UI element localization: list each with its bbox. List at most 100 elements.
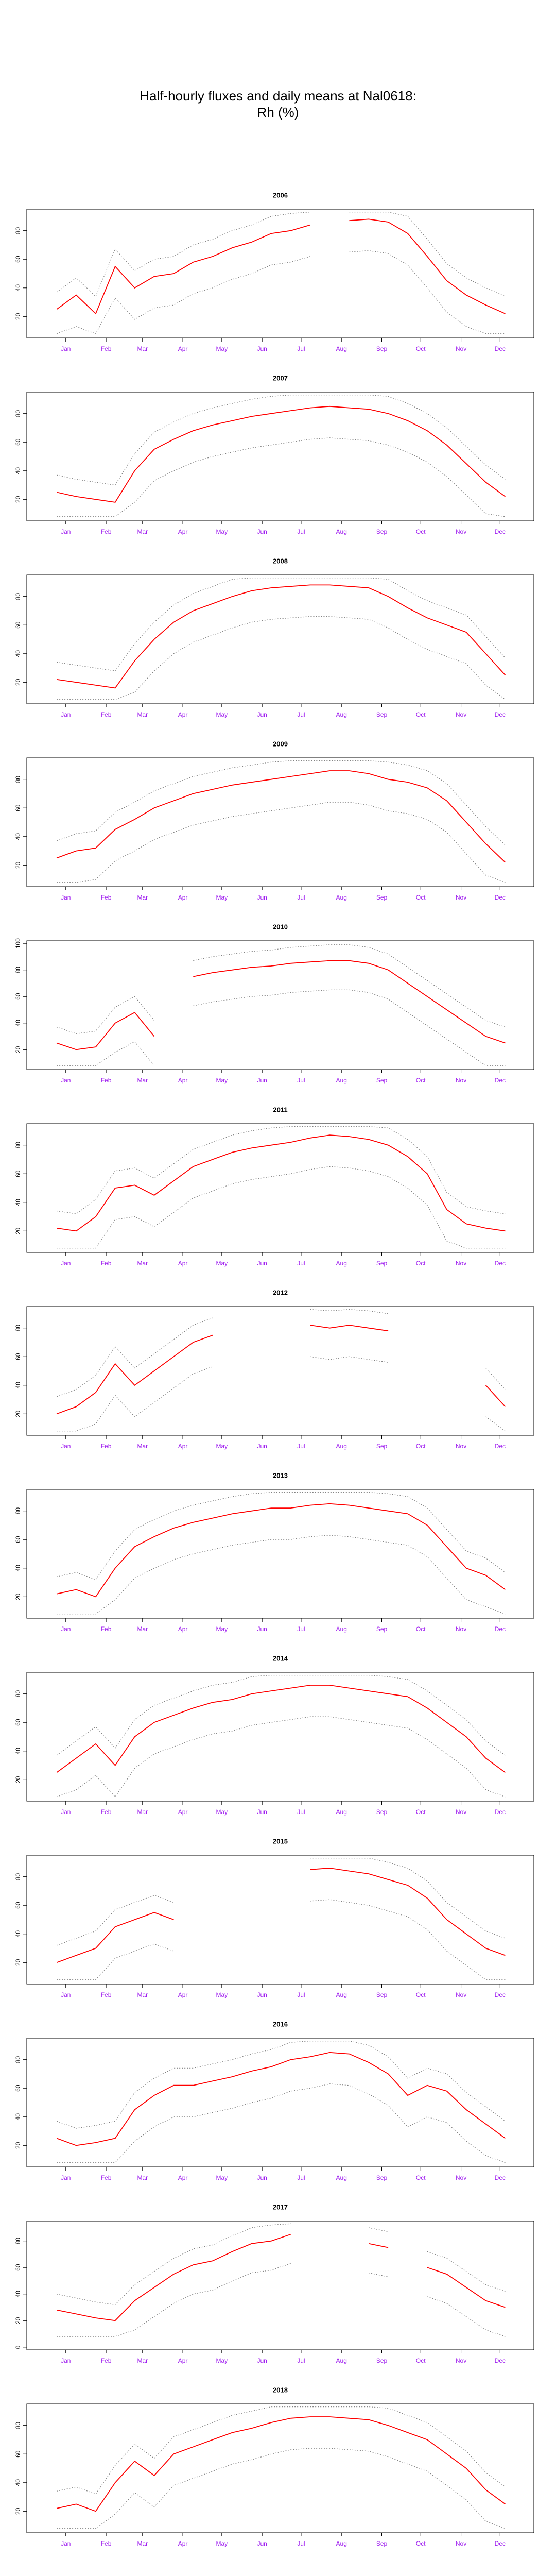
x-tick-label: Feb [101,1625,112,1633]
x-tick-label: Aug [336,2174,347,2181]
half-hourly-envelope [57,1356,506,1432]
x-tick-label: Jan [61,1991,71,1998]
y-tick-label: 0 [14,2345,22,2349]
x-tick-label: Dec [495,528,506,535]
plot-frame [26,2038,534,2167]
x-tick-label: Dec [495,894,506,901]
half-hourly-envelope [57,437,506,517]
x-tick-label: Jan [61,2174,71,2181]
x-tick-label: Jun [257,345,267,352]
y-tick-label: 60 [14,1536,22,1543]
x-tick-label: Jul [297,1443,305,1450]
daily-mean-line [56,2052,506,2146]
x-tick-label: Apr [178,1808,188,1816]
half-hourly-envelope [57,1166,506,1249]
half-hourly-envelope [57,802,506,883]
y-tick-label: 40 [14,2291,22,2298]
x-tick-label: Jun [257,894,267,901]
daily-mean-line [56,1868,506,1963]
x-tick-label: Feb [101,1077,112,1084]
y-tick-label: 60 [14,256,22,263]
x-tick-label: Sep [376,894,388,901]
x-tick-label: Jan [61,711,71,718]
x-tick-label: Sep [376,528,388,535]
y-tick-label: 80 [14,227,22,234]
x-tick-label: Apr [178,1260,188,1267]
panel-title: 2014 [273,1654,288,1662]
x-tick-label: Dec [495,1077,506,1084]
x-tick-label: Nov [456,528,466,535]
half-hourly-envelope [56,944,506,1035]
y-tick-label: 20 [14,1410,22,1417]
x-tick-label: Jul [297,345,305,352]
x-tick-label: May [216,2357,228,2364]
y-tick-label: 20 [14,2507,22,2515]
x-tick-label: Sep [376,2174,388,2181]
y-tick-label: 80 [14,1507,22,1515]
x-tick-label: Jun [257,1991,267,1998]
x-tick-label: Jul [297,711,305,718]
y-tick-label: 60 [14,993,22,1000]
x-tick-label: Apr [178,1625,188,1633]
half-hourly-envelope [57,2263,506,2337]
x-tick-label: Jul [297,528,305,535]
x-tick-label: Apr [178,894,188,901]
plot-frame [26,1306,534,1436]
half-hourly-envelope [57,2083,506,2163]
x-tick-label: Dec [495,1625,506,1633]
y-tick-label: 20 [14,2317,22,2324]
x-tick-label: Dec [495,1260,506,1267]
x-tick-label: Jan [61,1077,71,1084]
daily-mean-line [56,1134,506,1232]
daily-mean-line [56,960,506,1050]
y-tick-label: 80 [14,776,22,783]
x-tick-label: Mar [137,2357,148,2364]
y-tick-label: 40 [14,1382,22,1389]
x-tick-label: Dec [495,2174,506,2181]
x-tick-label: Nov [456,1808,466,1816]
half-hourly-envelope [57,1126,506,1214]
x-tick-label: Nov [456,345,466,352]
x-tick-label: Sep [376,1625,388,1633]
daily-mean-line [56,218,506,315]
page-title: Half-hourly fluxes and daily means at Na… [140,88,416,104]
x-tick-label: Feb [101,711,112,718]
x-tick-label: Aug [336,894,347,901]
x-tick-label: Jun [257,1808,267,1816]
x-tick-label: Nov [456,1625,466,1633]
half-hourly-envelope [56,1716,506,1798]
panel-title: 2010 [273,923,288,930]
plot-frame [26,940,534,1070]
x-tick-label: Oct [416,711,426,718]
daily-mean-line [56,2416,506,2512]
y-tick-label: 20 [14,1959,22,1966]
x-tick-label: Jan [61,894,71,901]
daily-mean-line [56,1503,506,1598]
x-tick-label: Sep [376,1443,388,1450]
plot-frame [26,1489,534,1619]
x-tick-label: Nov [456,1260,466,1267]
x-tick-label: Mar [137,2540,148,2547]
x-tick-label: Feb [101,1991,112,1998]
x-tick-label: May [216,1077,228,1084]
half-hourly-envelope [56,1858,506,1946]
x-tick-label: May [216,1260,228,1267]
x-tick-label: Mar [137,2174,148,2181]
y-tick-label: 80 [14,2238,22,2245]
x-tick-label: May [216,1443,228,1450]
x-tick-label: Dec [495,345,506,352]
y-tick-label: 40 [14,1565,22,1572]
y-tick-label: 20 [14,1227,22,1234]
y-tick-label: 40 [14,467,22,474]
x-tick-label: Aug [336,528,347,535]
x-tick-label: Jul [297,1808,305,1816]
x-tick-label: Mar [137,1625,148,1633]
x-tick-label: Jun [257,528,267,535]
x-tick-label: Jan [61,1625,71,1633]
x-tick-label: Oct [416,345,426,352]
y-tick-label: 80 [14,593,22,600]
y-tick-label: 60 [14,2264,22,2271]
x-tick-label: Oct [416,1991,426,1998]
half-hourly-envelope [56,1492,506,1580]
